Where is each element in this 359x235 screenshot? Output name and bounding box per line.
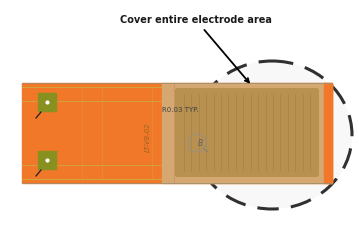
Bar — [38, 151, 56, 169]
Text: Cover entire electrode area: Cover entire electrode area — [120, 15, 272, 82]
Text: B: B — [197, 138, 202, 148]
Text: R0.03 TYP.: R0.03 TYP. — [162, 107, 199, 113]
Text: LT-V8-02: LT-V8-02 — [145, 122, 151, 152]
Bar — [38, 93, 56, 111]
Ellipse shape — [192, 61, 352, 209]
Bar — [22, 83, 332, 183]
FancyBboxPatch shape — [175, 88, 319, 177]
Bar — [162, 83, 332, 183]
Bar — [324, 83, 332, 183]
